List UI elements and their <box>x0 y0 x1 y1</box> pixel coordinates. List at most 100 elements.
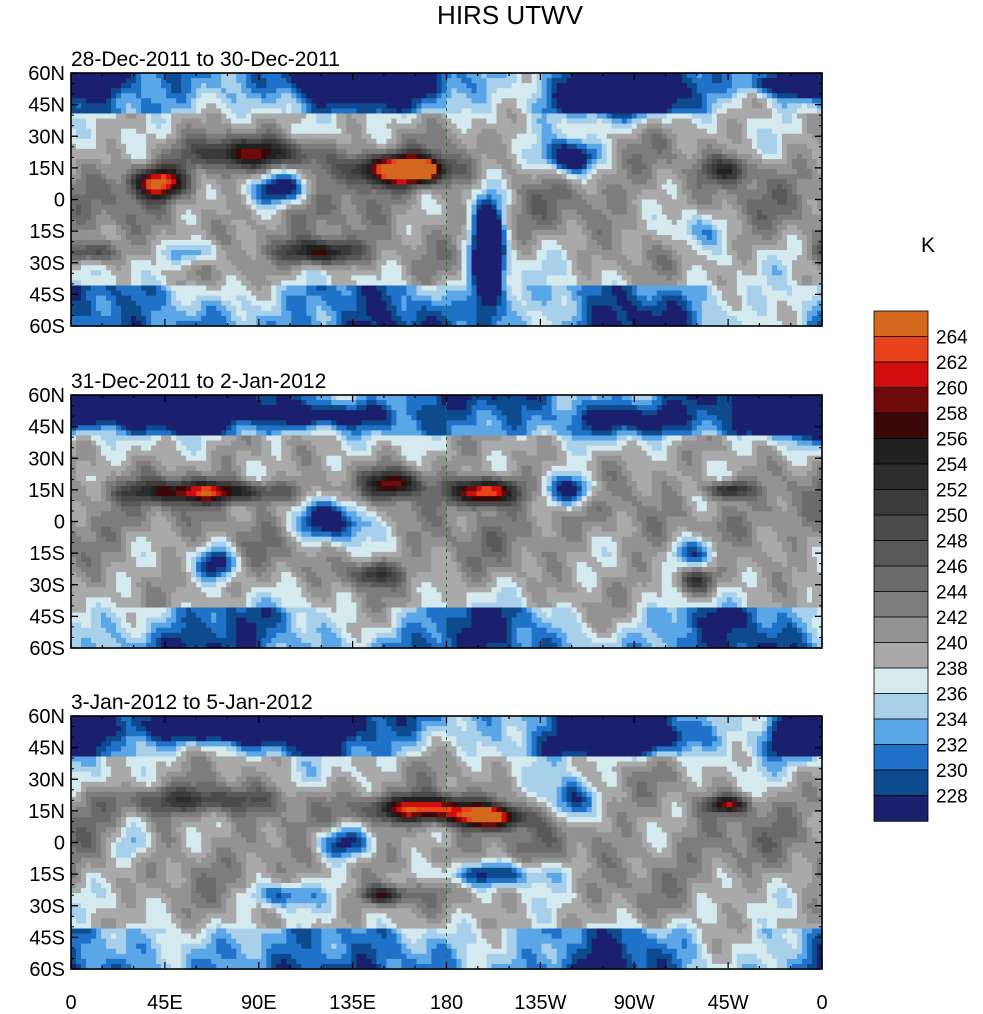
field-cell <box>246 210 252 216</box>
field-cell <box>216 119 222 125</box>
field-cell <box>136 124 142 130</box>
field-cell <box>161 154 167 160</box>
field-cell <box>652 169 658 175</box>
field-cell <box>637 93 643 99</box>
field-cell <box>747 88 753 94</box>
field-cell <box>281 119 287 125</box>
field-cell <box>186 139 192 145</box>
field-cell <box>662 124 668 130</box>
field-cell <box>497 108 503 114</box>
field-cell <box>436 139 442 145</box>
field-cell <box>742 144 748 150</box>
field-cell <box>742 149 748 155</box>
field-cell <box>201 205 207 211</box>
field-cell <box>331 194 337 200</box>
field-cell <box>246 205 252 211</box>
field-cell <box>522 98 528 104</box>
field-cell <box>326 103 332 109</box>
field-cell <box>261 169 267 175</box>
field-cell <box>672 103 678 109</box>
field-cell <box>96 78 102 84</box>
field-cell <box>757 108 763 114</box>
field-cell <box>537 73 543 79</box>
field-cell <box>116 194 122 200</box>
field-cell <box>757 93 763 99</box>
field-cell <box>261 184 267 190</box>
field-cell <box>106 200 112 206</box>
field-cell <box>677 119 683 125</box>
field-cell <box>106 194 112 200</box>
field-cell <box>216 83 222 89</box>
field-cell <box>472 159 478 165</box>
field-cell <box>241 194 247 200</box>
field-cell <box>246 129 252 135</box>
field-cell <box>772 159 778 165</box>
field-cell <box>457 93 463 99</box>
field-cell <box>517 189 523 195</box>
field-cell <box>732 189 738 195</box>
field-cell <box>281 98 287 104</box>
field-cell <box>436 205 442 211</box>
field-cell <box>627 108 633 114</box>
field-cell <box>406 144 412 150</box>
field-cell <box>151 169 157 175</box>
field-cell <box>186 134 192 140</box>
field-cell <box>532 108 538 114</box>
field-cell <box>436 159 442 165</box>
field-cell <box>366 73 372 79</box>
field-cell <box>321 230 327 236</box>
field-cell <box>542 124 548 130</box>
field-cell <box>657 108 663 114</box>
field-cell <box>517 139 523 145</box>
field-cell <box>76 164 82 170</box>
field-cell <box>226 103 232 109</box>
field-cell <box>542 164 548 170</box>
field-cell <box>266 230 272 236</box>
field-cell <box>91 235 97 241</box>
field-cell <box>727 83 733 89</box>
field-cell <box>396 169 402 175</box>
field-cell <box>622 124 628 130</box>
field-cell <box>181 235 187 241</box>
field-cell <box>216 169 222 175</box>
field-cell <box>96 73 102 79</box>
field-cell <box>81 134 87 140</box>
field-cell <box>522 149 528 155</box>
field-cell <box>76 220 82 226</box>
field-cell <box>301 129 307 135</box>
field-cell <box>522 134 528 140</box>
field-cell <box>316 88 322 94</box>
field-cell <box>361 78 367 84</box>
field-cell <box>702 98 708 104</box>
field-cell <box>291 235 297 241</box>
field-cell <box>542 108 548 114</box>
field-cell <box>316 200 322 206</box>
field-cell <box>416 225 422 231</box>
field-cell <box>512 134 518 140</box>
field-cell <box>482 103 488 109</box>
field-cell <box>371 124 377 130</box>
field-cell <box>682 184 688 190</box>
field-cell <box>772 124 778 130</box>
field-cell <box>191 129 197 135</box>
field-cell <box>411 205 417 211</box>
field-cell <box>336 83 342 89</box>
field-cell <box>96 215 102 221</box>
field-cell <box>216 174 222 180</box>
field-cell <box>396 184 402 190</box>
field-cell <box>271 139 277 145</box>
field-cell <box>457 235 463 241</box>
field-cell <box>467 235 473 241</box>
field-cell <box>772 93 778 99</box>
field-cell <box>206 200 212 206</box>
field-cell <box>216 154 222 160</box>
field-cell <box>421 124 427 130</box>
field-cell <box>697 108 703 114</box>
field-cell <box>236 134 242 140</box>
field-cell <box>472 103 478 109</box>
field-cell <box>797 88 803 94</box>
field-cell <box>537 134 543 140</box>
field-cell <box>286 154 292 160</box>
field-cell <box>682 103 688 109</box>
field-cell <box>577 200 583 206</box>
